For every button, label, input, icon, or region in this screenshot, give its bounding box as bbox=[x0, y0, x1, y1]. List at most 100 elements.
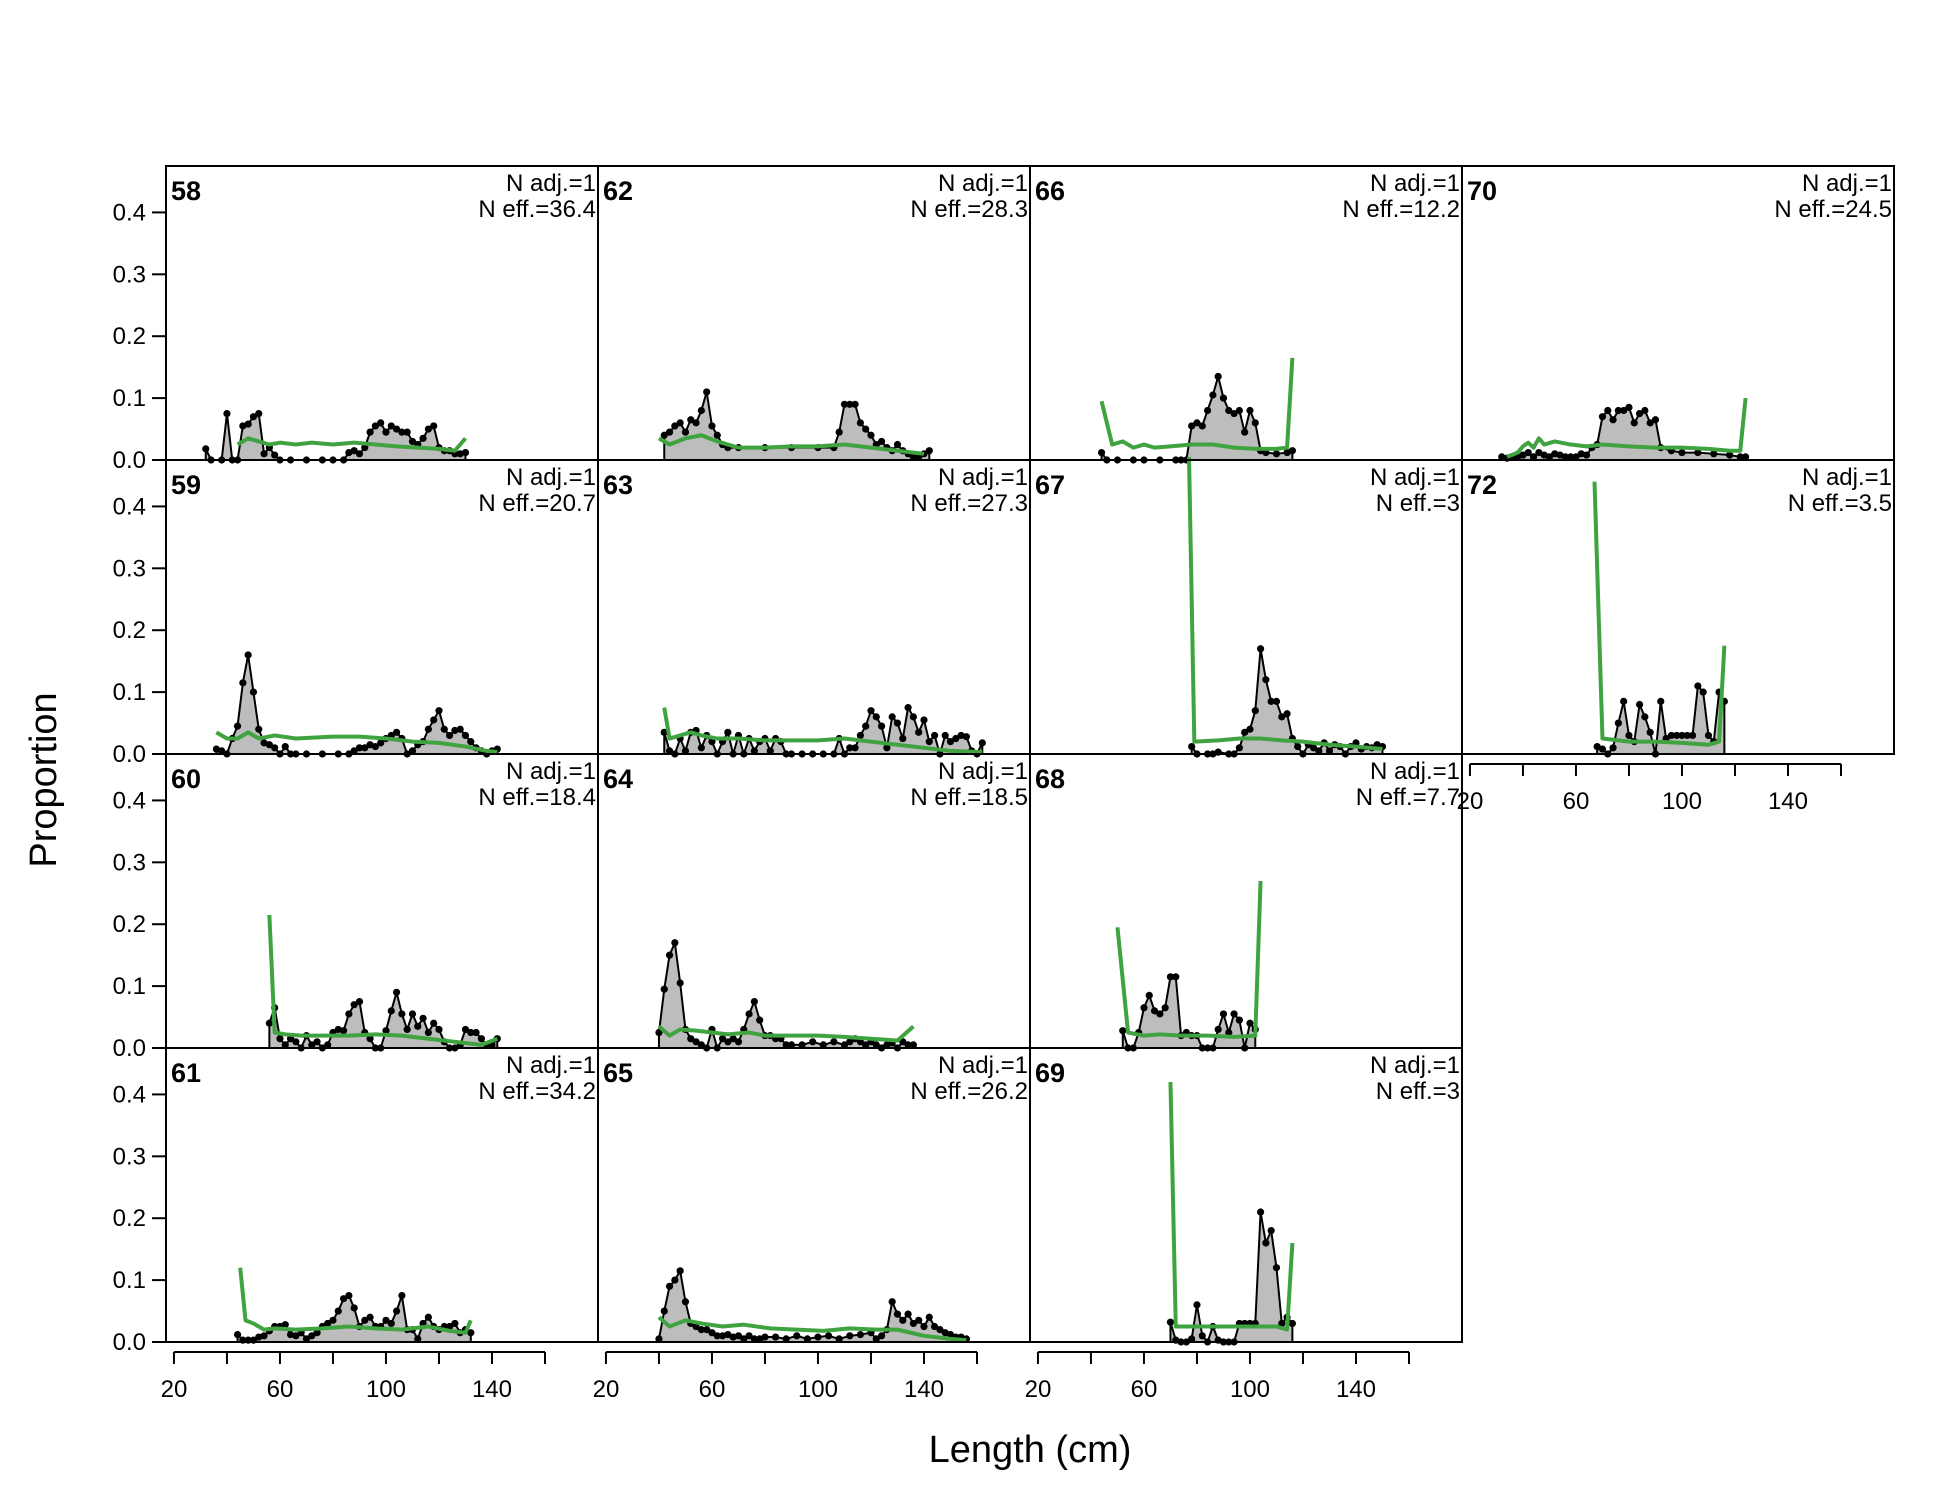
panel-label: 70 bbox=[1467, 176, 1497, 206]
n-adj-label: N adj.=1 bbox=[1802, 464, 1892, 491]
y-tick-label: 0.3 bbox=[113, 849, 146, 876]
x-tick-label: 20 bbox=[1025, 1376, 1052, 1403]
observed-point bbox=[1225, 1028, 1233, 1037]
observed-point bbox=[830, 1038, 838, 1046]
observed-point bbox=[430, 422, 438, 430]
observed-point bbox=[1694, 682, 1702, 690]
observed-point bbox=[1646, 728, 1654, 736]
observed-point bbox=[1288, 1319, 1296, 1328]
observed-point bbox=[1614, 719, 1622, 727]
panel-label: 67 bbox=[1035, 470, 1065, 500]
observed-point bbox=[920, 716, 928, 724]
observed-point bbox=[883, 744, 891, 752]
observed-point bbox=[366, 1313, 374, 1321]
x-tick-label: 60 bbox=[1131, 1376, 1158, 1403]
observed-point bbox=[249, 413, 258, 421]
n-eff-label: N eff.=3 bbox=[1376, 1078, 1460, 1105]
n-adj-label: N adj.=1 bbox=[938, 170, 1028, 197]
observed-point bbox=[424, 725, 432, 733]
observed-point bbox=[904, 1310, 912, 1318]
n-eff-label: N eff.=20.7 bbox=[478, 490, 596, 517]
observed-point bbox=[925, 447, 933, 455]
panel-70: 70 N adj.=1N eff.=24.5 bbox=[1461, 165, 1895, 462]
observed-point bbox=[1630, 419, 1638, 427]
x-tick-label: 60 bbox=[267, 1376, 294, 1403]
observed-point bbox=[1256, 1208, 1265, 1216]
panel-label: 64 bbox=[603, 764, 633, 794]
observed-point bbox=[1688, 731, 1697, 740]
observed-point bbox=[324, 1041, 332, 1049]
x-tick-label: 60 bbox=[699, 1376, 726, 1403]
panel-66: 66 N adj.=1N eff.=12.2 bbox=[1029, 165, 1463, 464]
observed-point bbox=[313, 1038, 321, 1046]
observed-point bbox=[708, 1329, 716, 1337]
observed-point bbox=[334, 1307, 342, 1315]
observed-point bbox=[676, 1267, 684, 1275]
observed-point bbox=[477, 1035, 485, 1043]
x-tick-label: 20 bbox=[593, 1376, 620, 1403]
expected-line bbox=[1592, 481, 1727, 747]
observed-point bbox=[366, 1035, 374, 1043]
observed-point bbox=[1641, 713, 1649, 721]
y-tick-label: 0.4 bbox=[113, 493, 146, 520]
observed-point bbox=[1193, 419, 1201, 427]
panel-59: 59 N adj.=1N eff.=20.7 0.0 0.1 0.2 0.3 0.4 bbox=[113, 459, 599, 768]
observed-point bbox=[888, 713, 896, 721]
observed-point bbox=[361, 444, 369, 452]
observed-point bbox=[265, 741, 273, 749]
observed-point bbox=[377, 419, 385, 427]
observed-point bbox=[345, 1291, 353, 1300]
observed-point bbox=[740, 1335, 748, 1343]
observed-point bbox=[713, 431, 721, 439]
n-adj-label: N adj.=1 bbox=[1370, 170, 1460, 197]
observed-point bbox=[962, 733, 970, 741]
observed-point bbox=[1325, 747, 1334, 755]
observed-point bbox=[750, 1335, 758, 1343]
observed-point bbox=[703, 388, 711, 396]
x-tick-label: 100 bbox=[1662, 788, 1702, 815]
expected-line bbox=[238, 1267, 473, 1335]
observed-point bbox=[233, 1330, 242, 1339]
y-tick-label: 0.1 bbox=[113, 679, 146, 706]
observed-point bbox=[665, 747, 674, 755]
expected-line bbox=[1187, 456, 1383, 752]
observed-point bbox=[846, 1332, 854, 1340]
observed-point bbox=[1741, 453, 1750, 461]
panel-label: 68 bbox=[1035, 764, 1065, 794]
observed-point bbox=[1209, 391, 1217, 399]
observed-point bbox=[750, 747, 758, 755]
observed-point bbox=[1529, 453, 1538, 461]
observed-point bbox=[660, 985, 668, 993]
observed-point bbox=[1704, 731, 1713, 740]
observed-point bbox=[392, 1307, 401, 1315]
observed-point bbox=[899, 734, 907, 743]
y-tick-label: 0.3 bbox=[113, 555, 146, 582]
observed-point bbox=[1230, 1010, 1238, 1018]
observed-point bbox=[867, 707, 875, 715]
panel-frame bbox=[1461, 459, 1895, 755]
y-tick-label: 0.0 bbox=[113, 741, 146, 768]
observed-point bbox=[915, 728, 923, 736]
observed-point bbox=[708, 422, 716, 430]
panel-label: 60 bbox=[171, 764, 201, 794]
observed-point bbox=[260, 1332, 268, 1340]
observed-point bbox=[392, 988, 401, 996]
observed-point bbox=[1246, 725, 1254, 733]
observed-point bbox=[877, 437, 886, 446]
n-adj-label: N adj.=1 bbox=[1370, 1052, 1460, 1079]
observed-point bbox=[387, 422, 395, 430]
observed-point bbox=[414, 1335, 422, 1343]
observed-point bbox=[1241, 428, 1249, 436]
observed-point bbox=[724, 1038, 732, 1046]
observed-point bbox=[445, 1322, 454, 1331]
observed-point bbox=[1278, 1319, 1286, 1328]
observed-point bbox=[1219, 1010, 1228, 1018]
observed-point bbox=[1256, 645, 1265, 653]
panel-label: 66 bbox=[1035, 176, 1065, 206]
observed-point bbox=[408, 437, 417, 446]
observed-point bbox=[1620, 406, 1628, 415]
y-tick-label: 0.1 bbox=[113, 385, 146, 412]
observed-point bbox=[339, 1027, 348, 1035]
observed-point bbox=[350, 1304, 358, 1312]
expected-line bbox=[267, 914, 499, 1047]
